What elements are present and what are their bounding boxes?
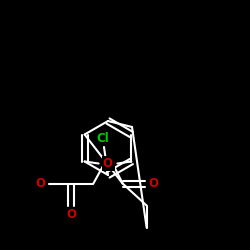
Text: O: O	[148, 177, 158, 190]
Text: O: O	[36, 177, 46, 190]
Text: O: O	[102, 157, 113, 170]
Text: Cl: Cl	[96, 132, 110, 144]
Text: O: O	[66, 208, 76, 221]
Text: O: O	[104, 157, 115, 170]
